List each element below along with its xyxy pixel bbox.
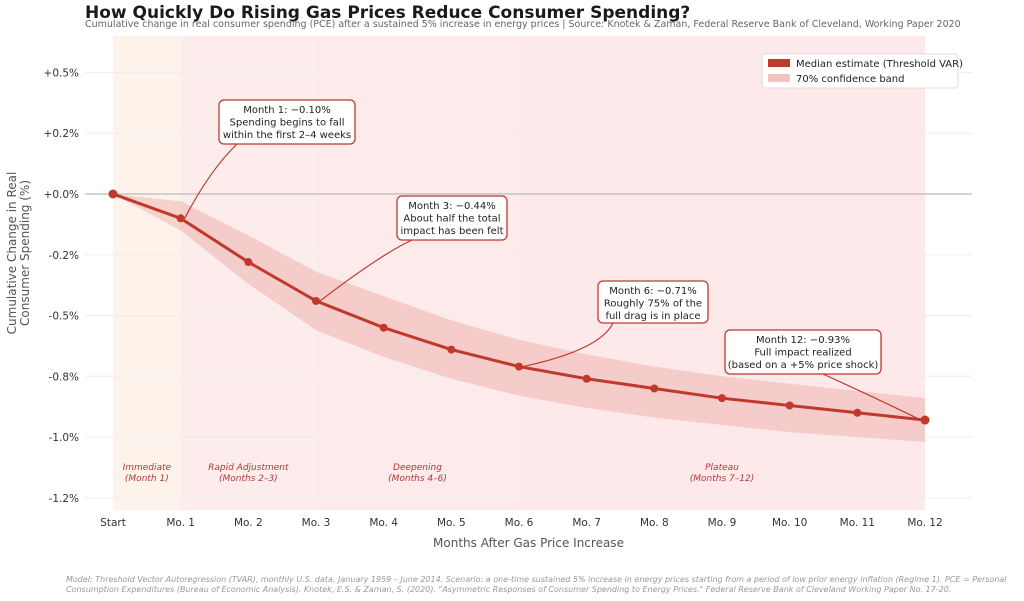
y-tick-label: -1.2% — [49, 493, 79, 505]
y-tick-label: +0.0% — [44, 189, 79, 201]
chart-title: How Quickly Do Rising Gas Prices Reduce … — [85, 3, 691, 23]
data-point-7 — [582, 374, 591, 383]
x-tick-label: Mo. 10 — [772, 517, 807, 529]
phase-sublabel: (Months 7–12) — [690, 474, 754, 484]
phase-label: Plateau — [705, 463, 739, 473]
x-tick-label: Start — [100, 517, 126, 529]
annotation-arrow — [522, 322, 614, 368]
legend-label-band: 70% confidence band — [796, 74, 905, 85]
annotation-box — [396, 195, 508, 241]
x-tick-label: Mo. 9 — [708, 517, 737, 529]
annotation-box — [724, 329, 882, 375]
y-tick-label: -0.2% — [49, 250, 79, 262]
y-tick-label: -0.5% — [49, 311, 79, 323]
y-tick-label: +0.2% — [44, 128, 79, 140]
data-point-0 — [108, 189, 118, 199]
data-point-12 — [920, 415, 930, 425]
data-point-6 — [515, 362, 523, 371]
annotation-arrow — [184, 143, 238, 219]
legend-label-median: Median estimate (Threshold VAR) — [796, 59, 963, 70]
annotation-text: Month 3: −0.44% — [408, 201, 496, 212]
phase-sublabel: (Month 1) — [125, 474, 169, 484]
data-point-5 — [447, 345, 456, 354]
legend — [761, 53, 959, 89]
x-tick-label: Mo. 7 — [572, 517, 601, 529]
phase-region-0 — [113, 36, 181, 510]
phase-label: Immediate — [123, 463, 172, 473]
y-tick-label: +0.5% — [44, 67, 79, 79]
annotation-box — [597, 280, 709, 324]
data-point-3 — [312, 296, 320, 305]
annotation-text: Month 1: −0.10% — [243, 105, 331, 116]
y-tick-label: -0.8% — [49, 371, 79, 383]
phase-label: Deepening — [393, 463, 442, 473]
confidence-band — [113, 194, 925, 442]
annotation-arrow — [319, 239, 413, 302]
data-point-10 — [785, 401, 794, 410]
annotation-text: (based on a +5% price shock) — [728, 360, 879, 371]
annotation-text: Roughly 75% of the — [604, 299, 702, 310]
y-axis-label-line: Cumulative Change in Real — [5, 172, 19, 335]
x-tick-label: Mo. 2 — [234, 517, 263, 529]
x-tick-label: Mo. 1 — [166, 517, 195, 529]
data-point-9 — [718, 394, 726, 403]
data-point-8 — [650, 384, 659, 393]
data-point-4 — [379, 323, 388, 332]
x-axis-label: Months After Gas Price Increase — [433, 536, 624, 550]
x-tick-label: Mo. 8 — [640, 517, 669, 529]
data-point-1 — [176, 214, 185, 223]
y-axis-label-line: Consumer Spending (%) — [18, 180, 32, 326]
annotation-text: within the first 2–4 weeks — [223, 130, 351, 141]
legend-swatch-median — [768, 59, 790, 67]
y-tick-label: -1.0% — [49, 432, 79, 444]
phase-label: Rapid Adjustment — [208, 463, 289, 473]
legend-swatch-band — [768, 74, 790, 82]
data-point-2 — [244, 258, 253, 267]
annotation-text: full drag is in place — [605, 311, 700, 322]
chart-subtitle: Cumulative change in real consumer spend… — [85, 19, 961, 30]
annotation-arrow — [822, 373, 922, 421]
annotation-text: Month 12: −0.93% — [756, 335, 850, 346]
annotation-text: Full impact realized — [754, 348, 851, 359]
annotation-text: About half the total — [403, 214, 500, 225]
data-point-11 — [853, 408, 862, 417]
annotation-box — [218, 99, 356, 145]
x-tick-label: Mo. 6 — [505, 517, 534, 529]
x-tick-label: Mo. 5 — [437, 517, 466, 529]
annotation-text: Month 6: −0.71% — [609, 286, 697, 297]
x-tick-label: Mo. 4 — [369, 517, 398, 529]
x-tick-label: Mo. 12 — [907, 517, 942, 529]
chart: Immediate(Month 1)Rapid Adjustment(Month… — [5, 36, 972, 550]
footnote: Model: Threshold Vector Autoregression (… — [66, 575, 1007, 594]
phase-sublabel: (Months 2–3) — [219, 474, 278, 484]
phase-region-3 — [519, 36, 925, 510]
annotation-text: impact has been felt — [401, 226, 504, 237]
x-tick-label: Mo. 11 — [840, 517, 875, 529]
x-tick-label: Mo. 3 — [302, 517, 331, 529]
annotation-text: Spending begins to fall — [230, 118, 345, 129]
phase-sublabel: (Months 4–6) — [388, 474, 447, 484]
